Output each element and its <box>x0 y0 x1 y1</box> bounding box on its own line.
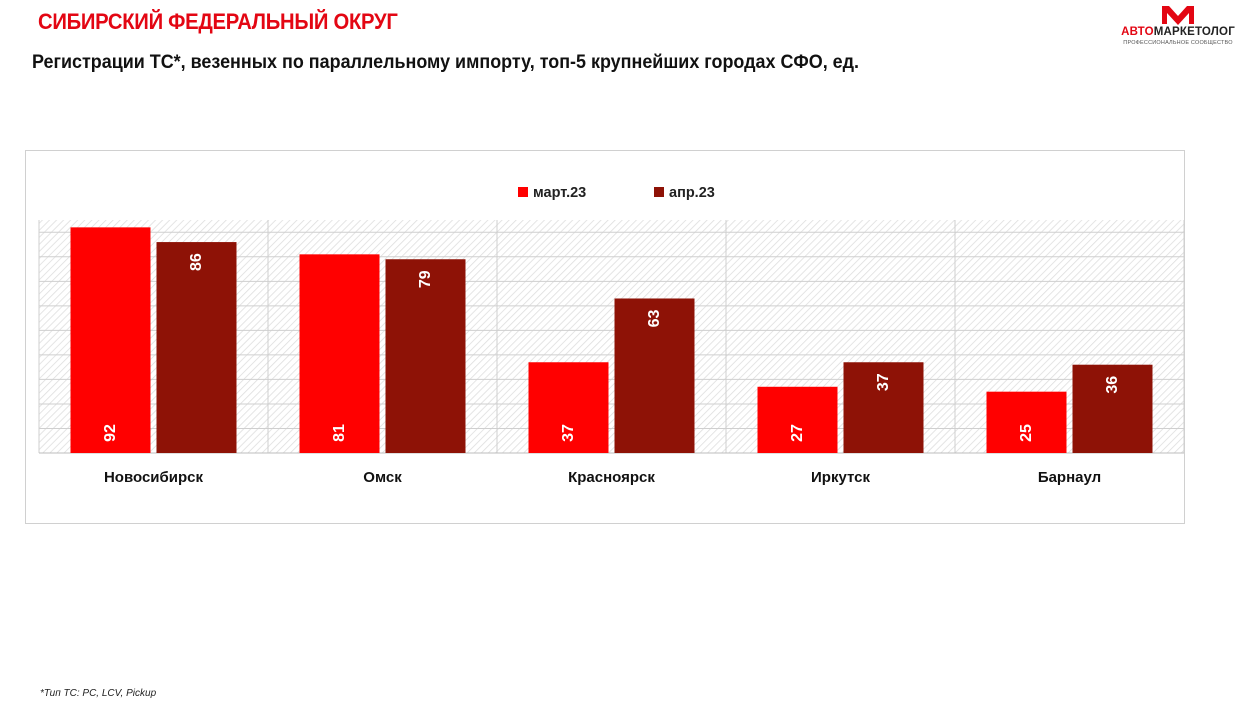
value-label-1-2: 81 <box>331 424 348 442</box>
legend-swatch-2 <box>654 187 664 197</box>
legend-label-2: апр.23 <box>669 185 715 201</box>
category-label-3: Красноярск <box>568 469 655 486</box>
bar-2-3 <box>614 298 695 453</box>
category-label-2: Омск <box>363 469 402 486</box>
logo-name: АВТОМАРКЕТОЛОГ <box>1108 26 1248 38</box>
logo-name-accent: АВТО <box>1121 26 1154 38</box>
value-label-1-4: 27 <box>789 424 806 442</box>
value-label-1-3: 37 <box>560 424 577 442</box>
bar-chart: март.23 апр.23 92 86 81 79 37 63 27 37 25 36 Новос… <box>38 185 1184 486</box>
bar-2-1 <box>156 242 237 453</box>
value-label-2-2: 79 <box>417 270 434 288</box>
category-label-4: Иркутск <box>811 469 870 486</box>
chart-frame: март.23 апр.23 92 86 81 79 37 63 27 37 25 36 Новос… <box>25 150 1185 524</box>
bar-1-4 <box>757 386 838 453</box>
value-label-2-1: 86 <box>188 253 205 271</box>
chart-title: Регистрации ТС*, везенных по параллельно… <box>32 51 860 73</box>
value-label-2-3: 63 <box>646 309 663 327</box>
logo-tagline: ПРОФЕССИОНАЛЬНОЕ СООБЩЕСТВО <box>1123 40 1233 46</box>
logo-name-rest: МАРКЕТОЛОГ <box>1153 26 1235 38</box>
bar-1-1 <box>70 227 151 453</box>
bar-1-5 <box>986 391 1067 453</box>
bar-2-2 <box>385 259 466 453</box>
bar-2-5 <box>1072 364 1153 453</box>
automarketolog-logo: АВТОМАРКЕТОЛОГ ПРОФЕССИОНАЛЬНОЕ СООБЩЕСТ… <box>1108 4 1248 48</box>
value-label-2-5: 36 <box>1104 376 1121 394</box>
category-label-1: Новосибирск <box>104 469 204 486</box>
bar-1-2 <box>299 254 380 453</box>
bar-1-3 <box>528 362 609 453</box>
category-label-5: Барнаул <box>1038 469 1101 486</box>
footnote: *Тип ТС: PC, LCV, Pickup <box>40 688 157 699</box>
value-label-2-4: 37 <box>875 373 892 391</box>
region-title: СИБИРСКИЙ ФЕДЕРАЛЬНЫЙ ОКРУГ <box>38 9 398 34</box>
bar-2-4 <box>843 362 924 453</box>
value-label-1-1: 92 <box>102 424 119 442</box>
legend-swatch-1 <box>518 187 528 197</box>
logo-mark-icon <box>1162 6 1194 25</box>
value-label-1-5: 25 <box>1018 424 1035 442</box>
legend-label-1: март.23 <box>533 185 586 201</box>
